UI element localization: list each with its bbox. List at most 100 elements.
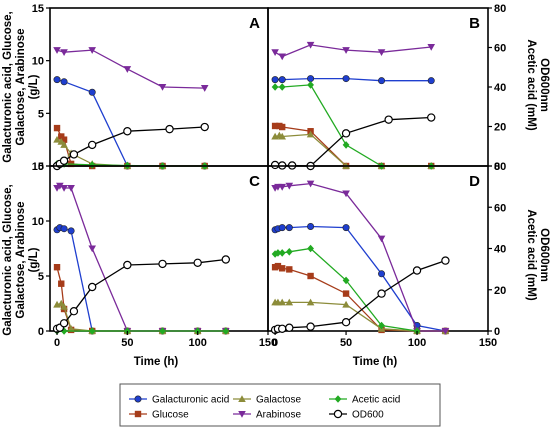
series-acetic-acid <box>53 327 230 335</box>
data-point <box>274 262 282 270</box>
data-point <box>60 78 68 86</box>
y-tick-label: 60 <box>494 43 506 55</box>
data-point <box>427 113 436 122</box>
series-acetic-acid <box>53 160 209 170</box>
data-point <box>69 150 79 159</box>
panel-letter: C <box>249 173 260 190</box>
x-tick-label: 50 <box>340 337 352 349</box>
data-point <box>306 180 315 188</box>
data-point <box>441 328 450 335</box>
legend-label: Acetic acid <box>352 395 400 406</box>
data-point <box>158 259 167 269</box>
data-point <box>158 84 167 91</box>
series-galacturonic-acid <box>53 224 230 335</box>
panel-frame <box>49 165 269 332</box>
left-ylabel-top-line-3: (g/L) <box>28 74 40 99</box>
legend-label: OD600 <box>352 410 384 421</box>
series-line <box>274 44 432 58</box>
data-point <box>342 47 350 54</box>
series-od600 <box>270 256 450 335</box>
data-point <box>377 235 386 243</box>
data-point <box>53 135 61 143</box>
data-point <box>88 88 96 96</box>
data-point <box>53 124 61 132</box>
y-tick-label: 5 <box>38 271 44 283</box>
data-point <box>342 75 350 83</box>
data-point <box>60 49 68 57</box>
y-tick-label: 0 <box>494 161 500 173</box>
data-point <box>285 182 294 190</box>
left-ylabel-bottom-line-2: Galactose, Arabinose <box>15 201 27 318</box>
series-arabinose <box>53 182 230 335</box>
data-point <box>285 224 293 232</box>
y-tick-label: 0 <box>494 326 500 338</box>
xlabel-left: Time (h) <box>134 356 179 368</box>
legend-label: Galacturonic acid <box>152 395 229 406</box>
data-point <box>278 265 286 272</box>
data-point <box>67 185 75 192</box>
data-point <box>87 282 97 292</box>
data-point <box>285 298 294 306</box>
data-point <box>278 224 286 232</box>
data-point <box>88 327 96 335</box>
series-arabinose <box>271 41 436 61</box>
data-point <box>307 75 315 83</box>
data-point <box>193 258 202 267</box>
series-od600 <box>52 255 231 333</box>
y-tick-label: 80 <box>494 3 506 15</box>
data-point <box>441 256 450 265</box>
x-tick-label: 0 <box>272 337 278 349</box>
data-point <box>277 324 287 333</box>
series-line <box>56 226 226 332</box>
y-tick-label: 40 <box>494 244 506 256</box>
xlabel-right: Time (h) <box>353 356 398 368</box>
data-point <box>306 322 315 331</box>
data-point <box>412 266 422 275</box>
data-point <box>271 49 279 57</box>
left-ylabel-bottom-line-3: (g/L) <box>28 247 40 272</box>
data-point <box>60 136 68 143</box>
data-point <box>377 289 386 298</box>
series-line <box>274 133 432 167</box>
data-point <box>307 223 315 231</box>
panel-d: D <box>267 165 489 335</box>
series-acetic-acid <box>271 244 421 335</box>
x-tick-label: 100 <box>408 337 426 349</box>
legend-item-galacturonic-acid: Galacturonic acid <box>129 395 229 406</box>
left-ylabel-bottom-line-1: Galacturonic acid, Glucose, <box>2 184 14 335</box>
data-point <box>427 43 436 51</box>
data-point <box>200 122 209 132</box>
data-point <box>342 224 350 232</box>
legend-item-od600: OD600 <box>329 410 384 421</box>
legend-item-galactose: Galactose <box>233 395 301 406</box>
series-line <box>275 84 432 167</box>
data-point <box>378 270 386 278</box>
series-line <box>56 127 205 167</box>
panel-a: A <box>49 7 269 171</box>
data-point <box>278 123 286 131</box>
data-point <box>427 77 435 85</box>
data-point <box>342 300 350 308</box>
y-tick-label: 10 <box>32 216 44 228</box>
data-point <box>60 303 68 310</box>
y-tick-label: 80 <box>494 161 506 173</box>
data-point <box>88 161 96 169</box>
data-point <box>378 77 386 85</box>
data-point <box>69 307 79 316</box>
legend-marker <box>134 395 142 403</box>
panel-letter: B <box>469 15 480 32</box>
data-point <box>67 325 75 332</box>
y-tick-label: 15 <box>32 161 44 173</box>
legend-marker <box>134 410 142 418</box>
data-point <box>53 47 61 54</box>
data-point <box>59 156 69 165</box>
data-point <box>377 49 386 57</box>
legend-marker <box>334 395 342 403</box>
data-point <box>285 248 293 256</box>
legend-frame <box>119 383 441 427</box>
left-ylabel-top-line-2: Galactose, Arabinose <box>15 28 27 145</box>
right-ylabel-bottom-line-1: Acetic acid (mM) <box>525 209 537 301</box>
y-tick-label: 40 <box>494 82 506 94</box>
